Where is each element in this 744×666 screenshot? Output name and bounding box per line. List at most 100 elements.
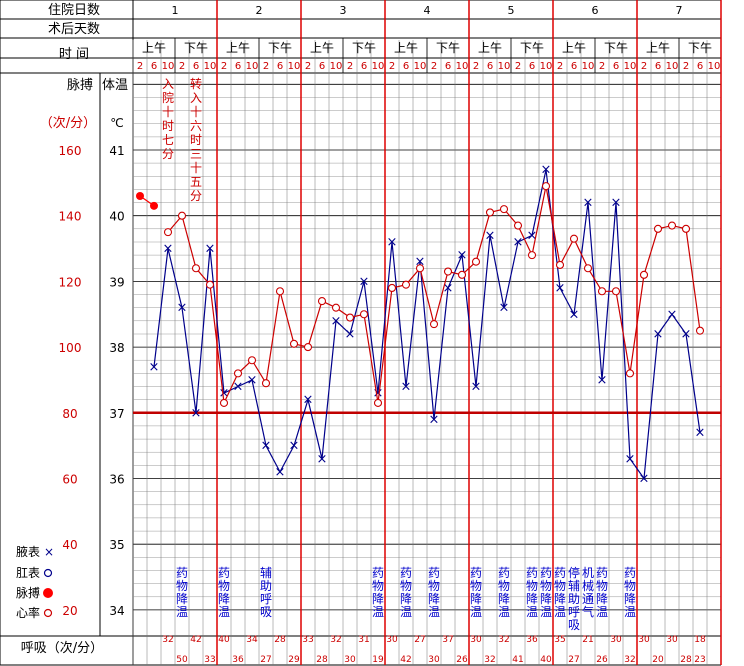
legend-anal: 肛表 <box>16 566 40 580</box>
am-label: 上午 <box>478 41 502 55</box>
data-point <box>499 205 509 214</box>
data-point: × <box>177 301 188 316</box>
annotation-char: 七 <box>162 133 174 147</box>
pulse-tick-label: 120 <box>59 275 82 289</box>
annotation-char: 药 <box>218 566 230 580</box>
annotation-char: 药 <box>596 566 608 580</box>
data-point <box>611 287 621 296</box>
hour-label: 2 <box>137 61 143 72</box>
annotation-char: 温 <box>596 605 608 619</box>
breath-values: 32 42 40 34 28 33 32 31 30 27 37 30 32 36 35 21 30 30 30 18… <box>162 635 706 665</box>
breath-label: 呼吸（次/分） <box>21 640 103 656</box>
annotation-char: 气 <box>582 604 594 619</box>
annotation-char: 通 <box>582 592 594 606</box>
data-point: × <box>429 412 440 427</box>
annotation-char: 物 <box>470 579 482 593</box>
annotation-char: 转 <box>190 76 202 91</box>
data-point <box>569 234 579 243</box>
temp-axis-title: 体温 <box>102 78 128 93</box>
temp-tick-label: 34 <box>109 604 124 618</box>
pulse-axis-title: 脉搏 <box>67 77 93 93</box>
breath-value: 42 <box>190 635 201 645</box>
annotation-char: 机 <box>582 566 594 580</box>
breath-value: 19 <box>372 655 384 665</box>
hour-label: 2 <box>179 61 185 72</box>
data-point <box>555 260 565 270</box>
am-label: 上午 <box>646 41 670 55</box>
temp-tick-label: 38 <box>109 341 124 355</box>
hour-label: 10 <box>456 61 469 72</box>
hour-label: 10 <box>330 61 343 72</box>
data-point: × <box>443 281 454 296</box>
temp-tick-label: 36 <box>109 473 124 487</box>
annotation-char: 温 <box>470 605 482 619</box>
data-point <box>331 303 341 312</box>
day-number: 3 <box>340 4 347 17</box>
data-point: × <box>387 235 398 250</box>
pulse-tick-label: 60 <box>62 473 77 487</box>
annotation-char: 药 <box>470 566 482 580</box>
data-point: × <box>331 314 342 329</box>
data-point: × <box>471 380 482 395</box>
data-point: × <box>373 386 384 401</box>
annotation-char: 降 <box>400 592 412 606</box>
data-point: × <box>569 307 580 322</box>
data-point: × <box>247 373 258 388</box>
data-point: × <box>639 472 650 487</box>
legend-axillary-marker: × <box>44 545 54 559</box>
pm-label: 下午 <box>520 41 544 55</box>
annotation-char: 十 <box>162 105 174 119</box>
breath-value: 36 <box>232 655 244 665</box>
breath-value: 28 <box>316 655 328 665</box>
day-number: 4 <box>424 4 431 17</box>
annotation-char: 温 <box>540 605 552 619</box>
hour-label: 2 <box>431 61 437 72</box>
annotation-char: 物 <box>540 579 552 593</box>
annotation-char: 五 <box>190 175 202 189</box>
annotation-char: 六 <box>190 119 202 133</box>
annotation-char: 降 <box>498 592 510 606</box>
breath-value: 26 <box>596 655 608 665</box>
breath-value: 27 <box>568 655 579 665</box>
annotation-char: 药 <box>498 566 510 580</box>
hour-label: 2 <box>263 61 269 72</box>
hour-label: 10 <box>666 61 679 72</box>
annotation-char: 吸 <box>260 605 272 619</box>
breath-value: 34 <box>246 635 258 645</box>
annotation-char: 械 <box>582 578 594 593</box>
breath-value: 30 <box>344 655 356 665</box>
hour-label: 2 <box>473 61 479 72</box>
annotation-char: 降 <box>554 592 566 606</box>
hour-label: 10 <box>624 61 637 72</box>
hour-label: 6 <box>529 61 535 72</box>
annotation-char: 呼 <box>260 592 272 606</box>
data-point: × <box>233 380 244 395</box>
hour-label: 2 <box>683 61 689 72</box>
data-point <box>163 228 173 237</box>
data-point <box>443 267 453 276</box>
data-point: × <box>541 163 552 178</box>
annotation-char: 温 <box>218 605 230 619</box>
data-point: × <box>611 196 622 211</box>
data-point <box>317 297 327 306</box>
annotation-char: 物 <box>554 579 566 593</box>
annotation-char: 呼 <box>568 605 580 619</box>
annotation-char: 入 <box>190 91 202 105</box>
legend-axillary: 腋表 <box>16 544 40 559</box>
data-point <box>191 264 201 273</box>
hour-label: 10 <box>162 61 175 72</box>
data-point <box>275 287 285 296</box>
hour-label: 10 <box>246 61 259 72</box>
hour-label: 10 <box>288 61 301 72</box>
data-point: × <box>583 196 594 211</box>
annotation-char: 降 <box>540 592 552 606</box>
data-point <box>345 313 355 322</box>
breath-value: 40 <box>218 635 230 645</box>
annotation-char: 物 <box>176 579 188 593</box>
data-point <box>401 280 411 289</box>
breath-value: 37 <box>442 635 453 645</box>
hour-label: 2 <box>557 61 563 72</box>
data-point: × <box>499 301 510 316</box>
chart-grid <box>0 0 722 666</box>
legend-pulse: 脉搏 <box>16 585 40 600</box>
